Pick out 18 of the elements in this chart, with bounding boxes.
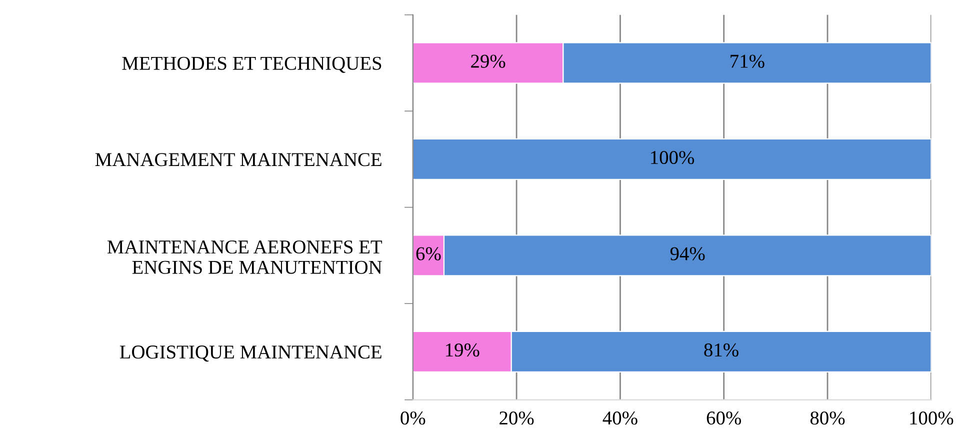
data-label: 81% bbox=[704, 343, 738, 357]
y-tick-label: METHODES ET TECHNIQUES bbox=[122, 56, 382, 73]
x-tick-label: 60% bbox=[706, 411, 742, 425]
data-label: 19% bbox=[446, 343, 480, 357]
data-label: 71% bbox=[730, 54, 764, 68]
x-tick-label: 40% bbox=[602, 411, 638, 425]
data-label: 6% bbox=[416, 247, 441, 260]
x-tick-label: 80% bbox=[810, 411, 845, 425]
x-tick-label: 20% bbox=[500, 411, 534, 425]
x-tick-label: 0% bbox=[400, 411, 426, 425]
bar bbox=[412, 138, 932, 180]
data-label: 100% bbox=[651, 150, 694, 164]
data-label: 94% bbox=[670, 247, 705, 260]
y-tick-label: MAINTENANCE AERONEFS ET ENGINS DE MANUTENTION bbox=[107, 240, 382, 274]
y-tick-label: LOGISTIQUE MAINTENANCE bbox=[120, 346, 382, 362]
y-tick-label: MANAGEMENT MAINTENANCE bbox=[95, 153, 382, 166]
x-tick-label: 100% bbox=[910, 411, 954, 425]
data-label: 29% bbox=[471, 54, 506, 68]
